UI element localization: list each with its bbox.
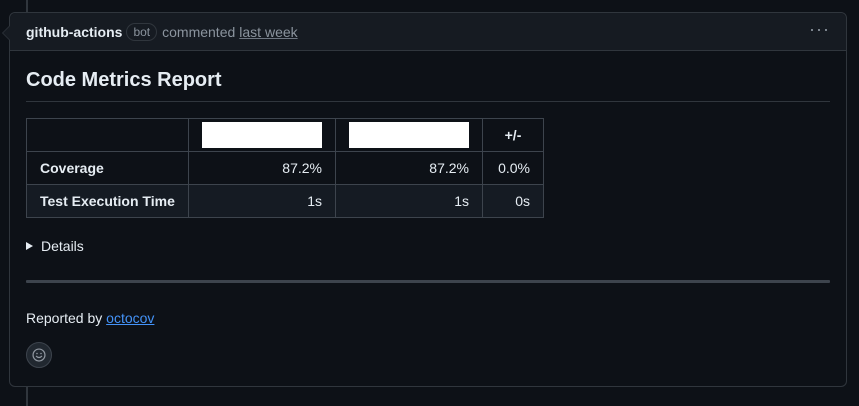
octocov-link[interactable]: octocov [106,310,155,326]
comment-body: Code Metrics Report +/- Coverage 87.2% 8… [10,51,846,384]
table-cell: 0.0% [482,151,544,185]
bot-badge: bot [126,22,158,41]
report-title: Code Metrics Report [26,67,830,102]
comment-container: github-actions bot commented last week ·… [2,12,847,387]
table-row-label: Test Execution Time [26,184,189,218]
table-cell: 1s [335,184,483,218]
head-image [349,122,469,148]
comment-caret [2,25,10,41]
triangle-right-icon [26,242,33,250]
table-header-base [188,118,336,152]
reported-by: Reported by octocov [26,310,830,326]
comment-action: commented [162,23,236,40]
table-header-head [335,118,483,152]
base-image [202,122,322,148]
comment-timestamp-link[interactable]: last week [239,23,298,40]
add-reaction-button[interactable] [26,342,52,368]
table-cell: 1s [188,184,336,218]
table-cell: 87.2% [188,151,336,185]
metrics-table: +/- Coverage 87.2% 87.2% 0.0% Test Execu… [26,118,544,218]
comment-author-link[interactable]: github-actions [26,23,123,40]
details-toggle[interactable]: Details [26,238,830,254]
table-cell: 0s [482,184,544,218]
smiley-icon [32,348,46,362]
table-header-diff: +/- [482,118,544,152]
comment-header: github-actions bot commented last week ·… [10,13,846,51]
details-label: Details [41,238,84,254]
horizontal-rule [26,280,830,283]
table-header-empty [26,118,189,152]
table-row-label: Coverage [26,151,189,185]
table-header-row: +/- [26,118,544,152]
reported-by-prefix: Reported by [26,310,103,326]
table-cell: 87.2% [335,151,483,185]
table-row: Coverage 87.2% 87.2% 0.0% [26,151,544,185]
table-row: Test Execution Time 1s 1s 0s [26,184,544,218]
kebab-horizontal-icon[interactable]: ··· [809,18,830,39]
